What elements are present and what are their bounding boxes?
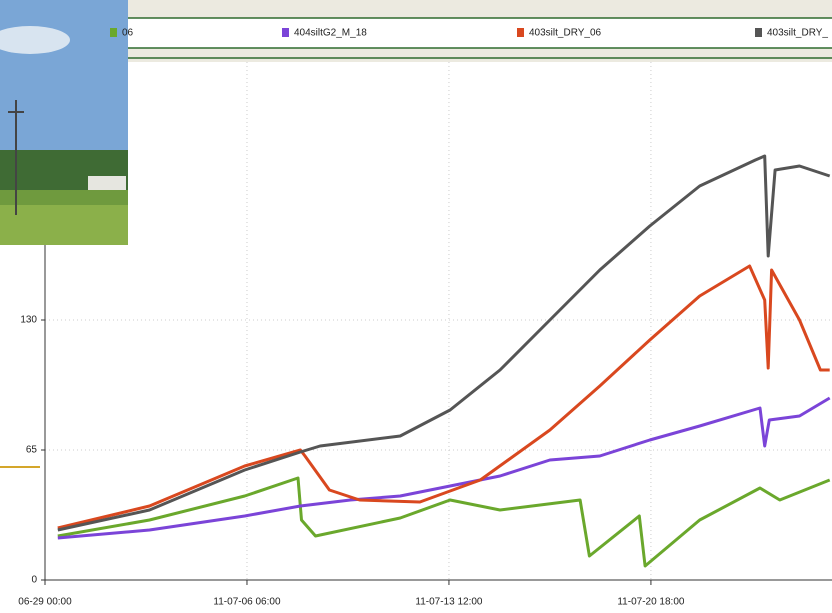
y-tick-label: 65: [26, 445, 38, 456]
photo-crop: [0, 205, 128, 245]
photo-cloud: [0, 26, 70, 54]
x-tick-label: 11-07-13 12:00: [415, 597, 483, 608]
y-tick-label: 0: [31, 575, 37, 586]
series-line: [57, 396, 831, 540]
x-tick-label: 06-29 00:00: [18, 597, 72, 608]
legend-label: 403silt_DRY_: [767, 28, 828, 39]
legend-swatch: [110, 28, 117, 37]
legend-label: 403silt_DRY_06: [529, 28, 602, 39]
plot: 0 65 130 06-29 00:00 11-07-06 06:00 11-07-13 …: [18, 62, 832, 608]
y-tick-label: 130: [20, 315, 37, 326]
legend-label: 06: [122, 28, 134, 39]
legend-swatch: [755, 28, 762, 37]
photo-building: [88, 176, 126, 192]
legend-swatch: [282, 28, 289, 37]
x-tick-label: 11-07-06 06:00: [213, 597, 281, 608]
legend-swatch: [517, 28, 524, 37]
photo: [0, 0, 128, 245]
legend-label: 404siltG2_M_18: [294, 28, 367, 39]
x-tick-label: 11-07-20 18:00: [617, 597, 685, 608]
legend-box: [0, 18, 832, 48]
series-line: [57, 476, 831, 568]
series-line: [57, 154, 831, 532]
